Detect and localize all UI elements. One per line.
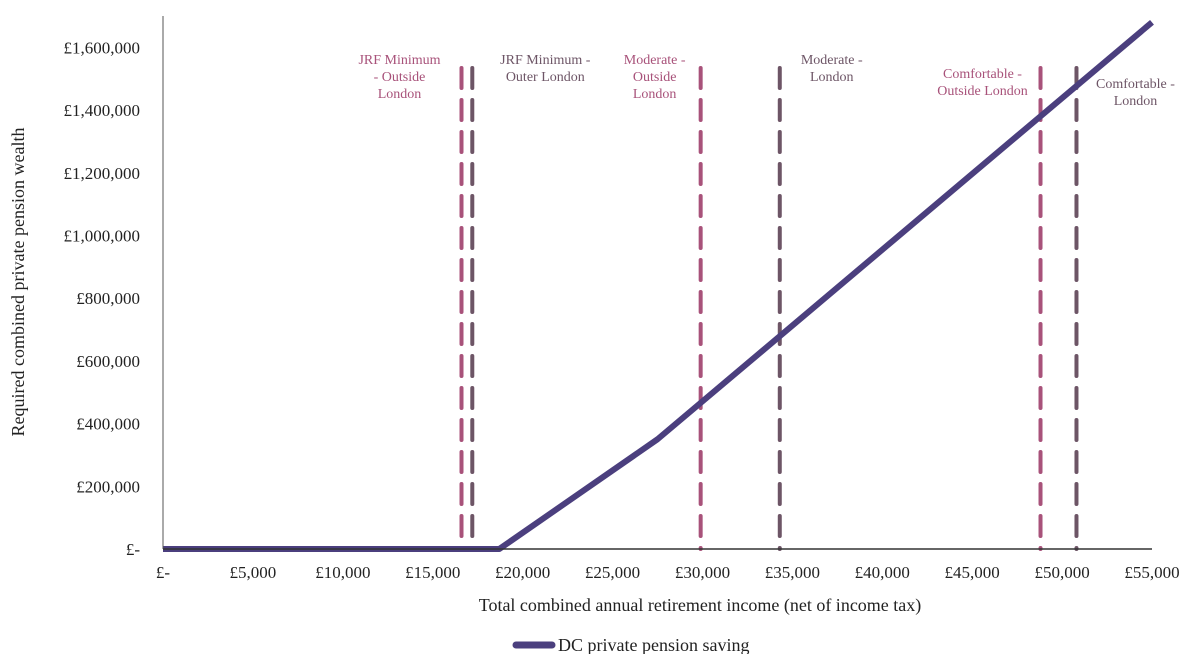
x-tick-label: £30,000 [675,563,730,582]
x-tick-label: £- [156,563,171,582]
reference-line-label: Moderate - [624,53,686,68]
x-tick-label: £5,000 [230,563,277,582]
reference-line-label: Comfortable - [1096,77,1175,92]
y-tick-label: £400,000 [76,415,140,434]
reference-line-label: Outer London [506,70,585,85]
y-tick-label: £200,000 [76,477,140,496]
legend-label: DC private pension saving [558,635,749,654]
reference-line-label: Outside London [937,84,1028,99]
reference-line-label: Comfortable - [943,67,1022,82]
x-tick-label: £15,000 [405,563,460,582]
y-tick-label: £1,400,000 [64,101,141,120]
reference-line-label: JRF Minimum [358,53,440,68]
x-tick-label: £50,000 [1034,563,1089,582]
axes [162,16,1152,550]
x-tick-label: £45,000 [945,563,1000,582]
reference-line-label: London [810,70,854,85]
x-tick-label: £35,000 [765,563,820,582]
x-axis-title: Total combined annual retirement income … [479,595,922,616]
x-tick-label: £10,000 [315,563,370,582]
x-tick-label: £20,000 [495,563,550,582]
reference-line-label: JRF Minimum - [500,53,591,68]
y-tick-label: £1,600,000 [64,38,141,57]
y-tick-label: £1,000,000 [64,226,141,245]
y-tick-label: £1,200,000 [64,164,141,183]
x-tick-label: £25,000 [585,563,640,582]
y-tick-label: £600,000 [76,352,140,371]
x-tick-label: £55,000 [1124,563,1179,582]
reference-line-label: London [633,87,677,102]
reference-line-label: London [1114,94,1158,109]
x-tick-label: £40,000 [855,563,910,582]
y-axis-title: Required combined private pension wealth [8,128,28,437]
y-tick-label: £800,000 [76,289,140,308]
reference-line-label: Outside [633,70,677,85]
reference-line-label: - Outside [374,70,426,85]
reference-lines: JRF Minimum - Outside London JRF Minimum - O… [358,53,1175,551]
legend: DC private pension saving [512,635,749,654]
y-tick-label: £- [126,540,141,559]
x-tick-labels: £- £5,000 £10,000 £15,000 £20,000 £25,000 £30,… [156,563,1180,582]
reference-line-label: Moderate - [801,53,863,68]
y-tick-labels: £- £200,000 £400,000 £600,000 £800,000 £1,000… [64,38,141,559]
reference-line-label: London [378,87,422,102]
